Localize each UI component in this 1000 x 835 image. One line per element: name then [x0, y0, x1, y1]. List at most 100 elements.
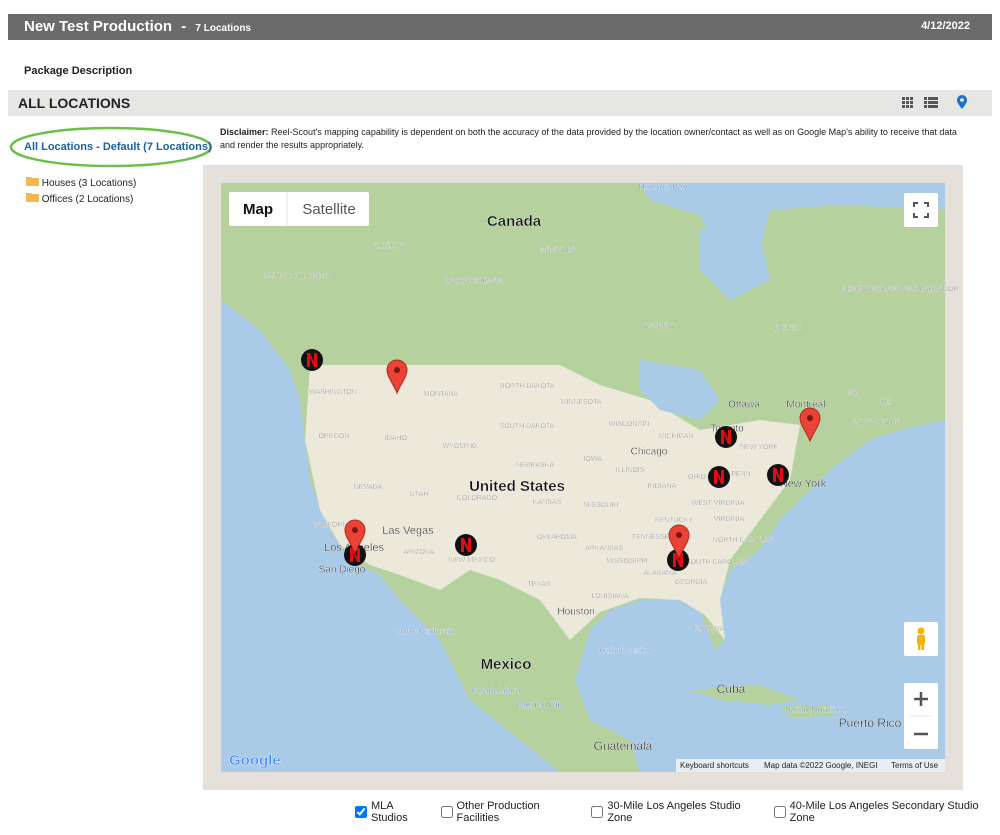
map-label: CALIFORNIA: [312, 522, 354, 529]
map-label: NEVADA: [354, 484, 383, 491]
map-label: LOUISIANA: [591, 593, 629, 600]
map-label: NORTH CAROLINA: [713, 537, 776, 544]
pin: [799, 407, 821, 443]
location-count: 7 Locations: [195, 23, 251, 34]
marker-logo: [461, 538, 471, 552]
map-label: Cuba: [717, 682, 746, 696]
netflix-marker[interactable]: [767, 464, 789, 486]
map-label: COLORADO: [457, 495, 498, 502]
map-label: KENTUCKY: [655, 517, 693, 524]
map-label: MISSOURI: [584, 502, 619, 509]
map-label: PE: [881, 399, 891, 406]
view-icons[interactable]: [900, 95, 970, 111]
filter-checkbox[interactable]: [591, 806, 604, 818]
netflix-marker[interactable]: [301, 349, 323, 371]
production-title: New Test Production: [24, 18, 173, 35]
package-description[interactable]: Package Description: [24, 65, 133, 77]
map-label: TEXAS: [528, 581, 551, 588]
netflix-marker[interactable]: [455, 534, 477, 556]
folder[interactable]: Offices (2 Locations): [26, 192, 136, 208]
default-location-link[interactable]: All Locations - Default (7 Locations): [24, 141, 212, 153]
marker-logo: [714, 470, 724, 484]
map-label: IDAHO: [385, 435, 408, 442]
map-label: Las Vegas: [382, 525, 434, 537]
map-label: Mexico City: [518, 699, 565, 709]
map-type-control: [229, 192, 369, 226]
map-label: KANSAS: [533, 499, 562, 506]
filter-option[interactable]: MLA Studios: [355, 800, 431, 824]
filter-label[interactable]: 40-Mile Los Angeles Secondary Studio Zon…: [789, 800, 979, 824]
map-label: Houston: [557, 607, 594, 618]
netflix-marker[interactable]: [344, 544, 366, 566]
map-label: ONTARIO: [643, 323, 675, 330]
map-footer-link[interactable]: Terms of Use: [891, 761, 939, 770]
pin-marker[interactable]: [668, 524, 690, 560]
pin-marker[interactable]: [344, 519, 366, 555]
map-label: Puerto Rico: [839, 716, 902, 730]
disclaimer: Disclaimer: Reel-Scout's mapping capabil…: [220, 126, 960, 152]
fullscreen-button[interactable]: [904, 193, 938, 227]
map-label: Guadalajara: [471, 685, 520, 695]
map-footer-link[interactable]: Keyboard shortcuts: [680, 761, 749, 770]
filter-checkbox[interactable]: [773, 806, 786, 818]
filter-checkbox[interactable]: [355, 806, 367, 818]
folder-list: Houses (3 Locations) Offices (2 Location…: [26, 176, 136, 208]
map-tab[interactable]: Satellite: [302, 201, 355, 218]
netflix-marker[interactable]: [708, 466, 730, 488]
map-label: NB: [848, 390, 858, 397]
section-bar: ALL LOCATIONS: [8, 90, 992, 116]
map-label: NEBRASKA: [516, 462, 554, 469]
map-label: Canada: [487, 213, 542, 230]
map-label: Santo Domingo: [785, 704, 847, 714]
filter-label[interactable]: Other Production Facilities: [456, 800, 540, 824]
section-title: ALL LOCATIONS: [18, 95, 131, 111]
folder[interactable]: Houses (3 Locations): [26, 176, 136, 192]
map-tab[interactable]: Map: [243, 201, 273, 218]
pin: [668, 524, 690, 560]
marker-logo: [350, 548, 360, 562]
google-logo[interactable]: Google: [229, 752, 281, 769]
map-label: MINNESOTA: [560, 399, 601, 406]
map-label: TENNESSEE: [632, 534, 675, 541]
marker-logo: [721, 430, 731, 444]
pin-dot: [676, 532, 682, 538]
map-label: NEWFOUNDLAND AND LABRADOR: [842, 286, 959, 293]
map-label: NEW YORK: [740, 444, 778, 451]
map-label: ILLINOIS: [616, 467, 645, 474]
pin-dot: [394, 367, 400, 373]
map-label: Guatemala: [594, 739, 653, 753]
filter-option[interactable]: 30-Mile Los Angeles Studio Zone: [591, 800, 763, 824]
pin-marker[interactable]: [799, 407, 821, 443]
map-attribution: Map data ©2022 Google, INEGI: [764, 761, 878, 770]
map-label: MICHIGAN: [659, 433, 694, 440]
filter-checkbox[interactable]: [440, 806, 453, 818]
netflix-marker[interactable]: [715, 426, 737, 448]
map-label: United States: [469, 478, 565, 495]
map-label: QUEBEC: [771, 325, 801, 332]
pin-dot: [807, 415, 813, 421]
map-label: OKLAHOMA: [537, 534, 577, 541]
map-label: VIRGINIA: [714, 516, 745, 523]
date: 4/12/2022: [921, 20, 970, 32]
folder-label[interactable]: Houses (3 Locations): [41, 178, 137, 189]
map-label: GEORGIA: [675, 579, 708, 586]
filter-label[interactable]: 30-Mile Los Angeles Studio Zone: [607, 800, 741, 824]
filter-option[interactable]: 40-Mile Los Angeles Secondary Studio Zon…: [773, 800, 1000, 824]
disclaimer-text: Reel-Scout's mapping capability is depen…: [220, 127, 957, 150]
marker-logo: [773, 468, 783, 482]
map-labels: Hudson Bay Canada ALBERTA MANITOBA BRITISH C…: [263, 181, 959, 753]
map-label: Mexico: [481, 656, 532, 673]
header-bar: New Test Production - 7 Locations 4/12/2…: [8, 14, 992, 40]
filter-bar: MLA Studios Other Production Facilities 30…: [355, 800, 1000, 824]
pin-marker[interactable]: [386, 359, 408, 395]
header-title-row: New Test Production - 7 Locations: [24, 18, 251, 35]
folder-icon: [26, 177, 39, 186]
separator: -: [181, 18, 187, 35]
filter-option[interactable]: Other Production Facilities: [440, 800, 582, 824]
map-label: NORTH DAKOTA: [500, 383, 555, 390]
filter-label[interactable]: MLA Studios: [371, 800, 408, 824]
folder-label[interactable]: Offices (2 Locations): [41, 194, 134, 205]
map-label: WYOMING: [443, 443, 478, 450]
netflix-marker[interactable]: [667, 549, 689, 571]
